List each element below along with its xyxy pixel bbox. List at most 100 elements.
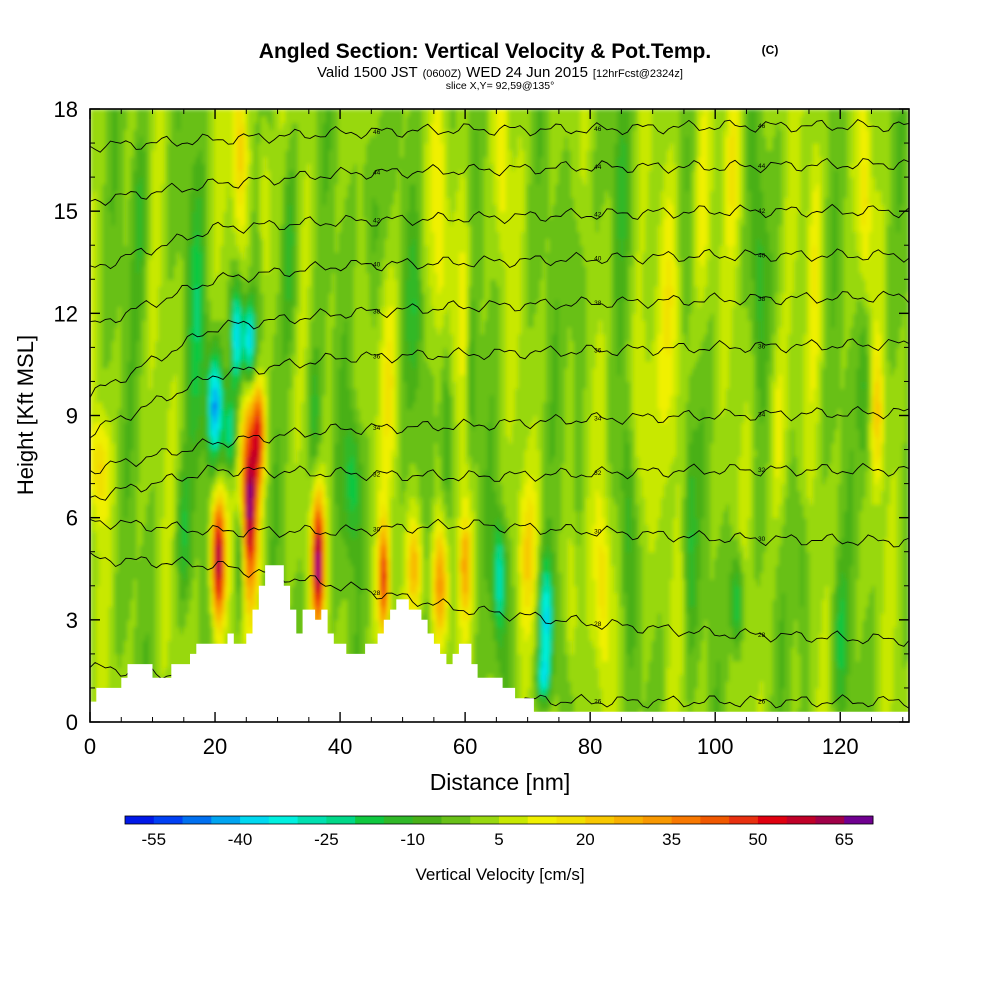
- field-cell: [713, 599, 718, 607]
- field-cell: [558, 674, 563, 682]
- field-cell: [837, 681, 842, 689]
- field-cell: [825, 640, 829, 648]
- field-cell: [124, 640, 128, 648]
- field-cell: [803, 619, 808, 628]
- field-cell: [760, 606, 764, 614]
- field-cell: [874, 674, 879, 682]
- field-cell: [577, 619, 581, 628]
- field-cell: [121, 599, 125, 607]
- field-cell: [632, 633, 637, 641]
- field-cell: [217, 599, 221, 607]
- field-cell: [474, 626, 479, 635]
- field-cell: [636, 640, 640, 648]
- field-cell: [598, 674, 603, 682]
- field-cell: [331, 633, 336, 641]
- field-cell: [884, 701, 888, 709]
- field-cell: [586, 687, 591, 696]
- field-cell: [527, 606, 532, 614]
- field-cell: [788, 653, 792, 662]
- field-cell: [837, 653, 842, 662]
- field-cell: [710, 633, 715, 641]
- field-cell: [784, 640, 789, 648]
- field-cell: [865, 667, 870, 675]
- field-cell: [716, 606, 721, 614]
- field-cell: [319, 599, 324, 607]
- field-cell: [539, 619, 544, 628]
- field-cell: [682, 640, 687, 648]
- field-cell: [446, 633, 451, 641]
- field-cell: [490, 653, 494, 662]
- field-cell: [350, 640, 355, 648]
- field-cell: [694, 633, 699, 641]
- field-cell: [456, 626, 460, 635]
- field-cell: [167, 647, 172, 655]
- field-cell: [111, 640, 116, 648]
- field-cell: [564, 687, 569, 696]
- field-cell: [189, 613, 193, 621]
- field-cell: [502, 599, 507, 607]
- field-cell: [685, 687, 690, 696]
- field-cell: [725, 647, 730, 655]
- field-cell: [307, 592, 311, 600]
- field-cell: [589, 592, 594, 600]
- field-cell: [648, 681, 653, 689]
- field-cell: [788, 687, 792, 696]
- field-cell: [511, 599, 516, 607]
- field-cell: [853, 613, 857, 621]
- field-cell: [651, 687, 656, 696]
- field-cell: [859, 653, 864, 662]
- field-cell: [452, 633, 457, 641]
- field-cell: [719, 619, 724, 628]
- field-cell: [868, 653, 873, 662]
- field-cell: [639, 633, 643, 641]
- field-cell: [747, 633, 752, 641]
- field-cell: [834, 694, 839, 703]
- field-cell: [670, 599, 674, 607]
- field-cell: [518, 592, 522, 600]
- field-cell: [533, 619, 538, 628]
- field-cell: [533, 667, 538, 675]
- field-cell: [93, 681, 97, 689]
- field-cell: [502, 674, 507, 682]
- field-cell: [822, 599, 826, 607]
- field-cell: [468, 626, 473, 635]
- field-cell: [868, 687, 873, 696]
- field-cell: [905, 687, 909, 696]
- field-cell: [890, 667, 895, 675]
- field-cell: [245, 606, 249, 614]
- field-cell: [183, 592, 187, 600]
- field-cell: [161, 647, 166, 655]
- field-cell: [905, 606, 909, 614]
- field-cell: [791, 653, 795, 662]
- field-cell: [893, 681, 898, 689]
- field-cell: [766, 667, 770, 675]
- field-cell: [800, 592, 805, 600]
- title-units: (C): [762, 43, 779, 57]
- field-cell: [114, 633, 119, 641]
- field-cell: [800, 653, 805, 662]
- field-cell: [524, 619, 529, 628]
- field-cell: [487, 619, 491, 628]
- field-cell: [496, 667, 501, 675]
- field-cell: [877, 694, 882, 703]
- field-cell: [142, 626, 147, 635]
- field-cell: [201, 633, 206, 641]
- field-cell: [102, 660, 107, 669]
- field-cell: [592, 626, 597, 635]
- field-cell: [729, 674, 733, 682]
- field-cell: [186, 640, 190, 648]
- velocity-field: [90, 109, 909, 722]
- field-cell: [667, 667, 671, 675]
- field-cell: [515, 687, 519, 696]
- field-cell: [763, 592, 767, 600]
- field-cell: [769, 626, 774, 635]
- field-cell: [179, 626, 184, 635]
- field-cell: [133, 633, 138, 641]
- field-cell: [465, 606, 470, 614]
- field-cell: [763, 599, 767, 607]
- field-cell: [291, 599, 296, 607]
- field-cell: [611, 592, 615, 600]
- field-cell: [877, 681, 882, 689]
- field-cell: [809, 694, 814, 703]
- field-cell: [527, 681, 532, 689]
